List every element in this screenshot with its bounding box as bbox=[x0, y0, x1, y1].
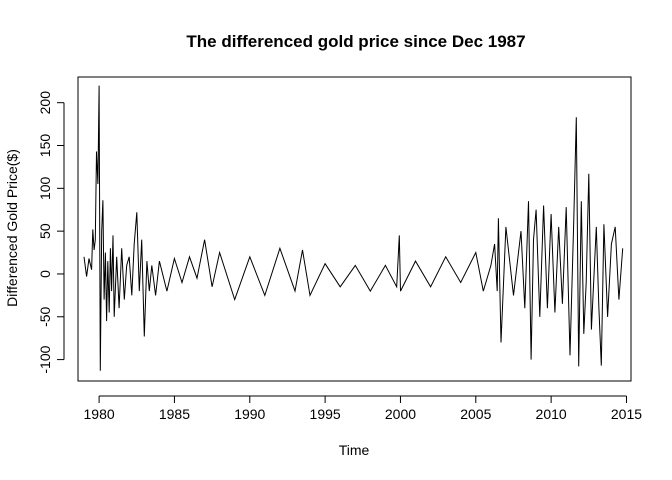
x-tick-label: 2015 bbox=[611, 406, 642, 422]
x-tick-label: 1995 bbox=[310, 406, 341, 422]
y-tick-label: 100 bbox=[37, 176, 53, 200]
chart-title: The differenced gold price since Dec 198… bbox=[186, 32, 525, 51]
x-axis-label: Time bbox=[339, 442, 370, 458]
y-axis-label: Differenced Gold Price($) bbox=[4, 149, 20, 307]
y-tick-label: 0 bbox=[37, 270, 53, 278]
y-tick-label: -50 bbox=[37, 306, 53, 326]
x-tick-label: 2000 bbox=[385, 406, 416, 422]
x-axis: 1980 1985 1990 1995 2000 2005 2010 2015 bbox=[84, 395, 642, 422]
y-tick-label: 200 bbox=[37, 91, 53, 115]
y-tick-label: -100 bbox=[37, 345, 53, 373]
x-tick-label: 2010 bbox=[536, 406, 567, 422]
x-tick-label: 2005 bbox=[460, 406, 491, 422]
x-tick-label: 1985 bbox=[159, 406, 190, 422]
y-tick-label: 50 bbox=[37, 223, 53, 239]
y-tick-label: 150 bbox=[37, 134, 53, 158]
y-axis: -100 -50 0 50 100 150 200 bbox=[37, 91, 65, 374]
x-tick-label: 1980 bbox=[84, 406, 115, 422]
plot-frame bbox=[77, 76, 632, 382]
x-tick-label: 1990 bbox=[234, 406, 265, 422]
series-line-differenced-gold-price bbox=[83, 85, 624, 371]
